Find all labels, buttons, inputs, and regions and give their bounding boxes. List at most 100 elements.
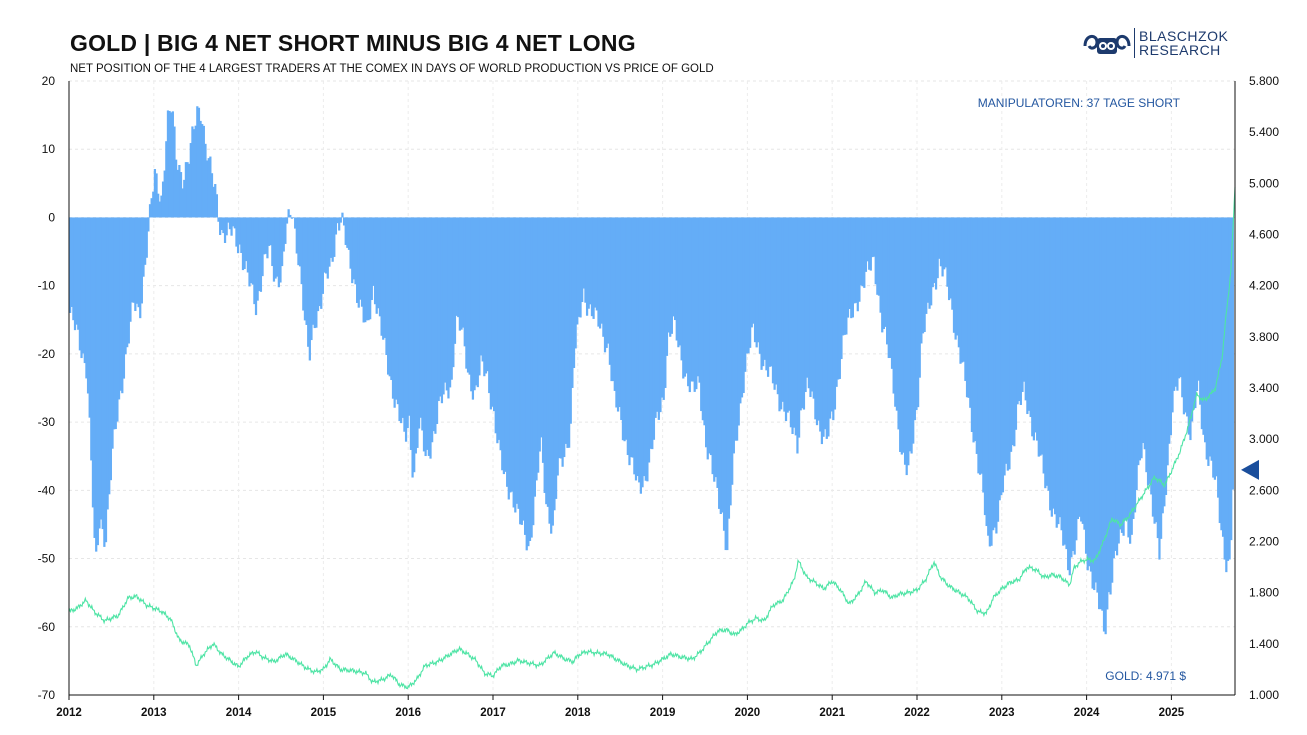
net-position-bar <box>264 217 267 254</box>
net-position-bar <box>426 217 429 450</box>
net-position-bar <box>633 217 636 475</box>
net-position-bar <box>323 217 326 273</box>
net-position-bar <box>197 107 201 218</box>
left-tick-label: -10 <box>38 279 56 293</box>
gold-price-path <box>68 187 1236 690</box>
net-position-bar <box>1200 217 1203 430</box>
net-position-bar <box>1226 217 1230 561</box>
net-position-bar <box>1133 217 1137 513</box>
net-position-bar <box>126 217 129 348</box>
net-position-bar <box>763 217 766 360</box>
net-position-bar <box>607 217 610 344</box>
net-position-bar <box>385 217 388 356</box>
net-position-bar <box>1189 217 1192 441</box>
net-position-bar <box>923 217 926 332</box>
net-position-bar <box>775 217 778 385</box>
net-position-bar <box>173 126 176 218</box>
net-position-bar <box>874 217 877 285</box>
net-position-bar <box>329 217 333 258</box>
net-position-bar <box>1168 217 1171 444</box>
net-position-bar <box>328 217 331 267</box>
net-position-bar <box>282 217 285 252</box>
net-position-bar <box>333 217 336 257</box>
net-position-bar <box>393 217 396 408</box>
net-position-bar <box>835 217 838 387</box>
net-position-bar <box>647 217 651 463</box>
net-position-bar <box>634 217 638 481</box>
net-position-bar <box>827 217 830 437</box>
net-position-bar <box>514 217 517 513</box>
net-position-bar <box>236 217 240 254</box>
net-position-bar <box>895 217 899 411</box>
net-position-bar <box>970 217 974 432</box>
net-position-bar <box>1199 217 1202 405</box>
net-position-bar <box>99 217 103 520</box>
net-position-bar <box>360 217 364 307</box>
net-position-bar <box>786 217 789 413</box>
net-position-bar <box>1083 217 1086 530</box>
net-position-bar <box>395 217 398 400</box>
net-position-bar <box>941 217 944 277</box>
net-position-bar <box>709 217 713 456</box>
net-position-bar <box>996 217 1000 522</box>
net-position-bar <box>70 217 73 307</box>
net-position-bar <box>1117 217 1120 544</box>
net-position-bar <box>1070 217 1073 558</box>
net-position-bar <box>626 217 629 456</box>
net-position-bar <box>1081 217 1084 524</box>
net-position-bar <box>421 217 424 431</box>
net-position-bar <box>561 217 564 467</box>
net-position-bar <box>499 217 502 451</box>
net-position-bar <box>137 217 140 308</box>
net-position-bar <box>493 217 496 412</box>
net-position-bar <box>794 217 797 436</box>
net-position-bar <box>541 217 545 463</box>
right-tick-label: 4.200 <box>1249 279 1279 293</box>
net-position-bar <box>1088 217 1091 567</box>
net-position-bar <box>934 217 938 290</box>
net-position-bar <box>161 181 165 218</box>
net-position-bar <box>1127 217 1130 538</box>
net-position-bar <box>391 217 395 399</box>
net-position-bar <box>703 217 706 426</box>
net-position-bar <box>179 172 183 218</box>
net-position-bar <box>457 217 460 318</box>
net-position-bar <box>316 217 320 312</box>
net-position-bar <box>240 217 243 253</box>
net-position-bar <box>590 217 594 317</box>
net-position-bar <box>855 217 858 303</box>
net-position-bar <box>460 217 463 330</box>
net-position-bar <box>594 217 597 308</box>
net-position-bar <box>1142 217 1145 444</box>
net-position-bar <box>654 217 657 418</box>
net-position-bar <box>194 125 197 218</box>
net-position-bar <box>1009 217 1013 452</box>
net-position-bar <box>1173 217 1176 391</box>
net-position-bar <box>259 217 263 292</box>
net-position-bar <box>851 217 854 318</box>
gold-price-line <box>68 187 1236 690</box>
net-position-bar <box>993 217 996 528</box>
net-position-bar <box>69 217 72 313</box>
net-position-bar <box>1190 217 1194 422</box>
net-position-bar <box>241 217 245 271</box>
net-position-bar <box>1080 217 1083 522</box>
net-position-bar <box>362 217 365 323</box>
net-position-bar <box>621 217 625 441</box>
net-position-bar <box>629 217 633 458</box>
x-tick-label: 2015 <box>311 707 337 719</box>
net-position-bar <box>584 217 587 303</box>
net-position-bar <box>1029 217 1032 418</box>
net-position-bar <box>78 217 82 351</box>
net-position-bar <box>165 141 168 218</box>
logo-text-line2: RESEARCH <box>1139 42 1221 58</box>
net-position-bar <box>750 217 753 328</box>
net-position-bar <box>1163 217 1166 507</box>
net-position-bar <box>220 217 223 231</box>
net-position-bar <box>124 217 127 355</box>
net-position-bar <box>142 217 145 277</box>
net-position-bar <box>589 217 592 305</box>
left-tick-label: 10 <box>42 142 56 156</box>
net-position-bar <box>662 217 665 400</box>
net-position-bar <box>719 217 722 515</box>
